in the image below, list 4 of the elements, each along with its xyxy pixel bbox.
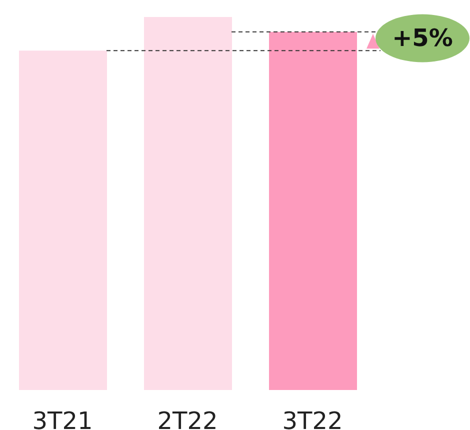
x-tick-label: 2T22 xyxy=(157,407,218,430)
x-tick-label: 3T21 xyxy=(32,407,93,430)
x-tick-label: 3T22 xyxy=(282,407,343,430)
text: +5% xyxy=(392,24,453,52)
